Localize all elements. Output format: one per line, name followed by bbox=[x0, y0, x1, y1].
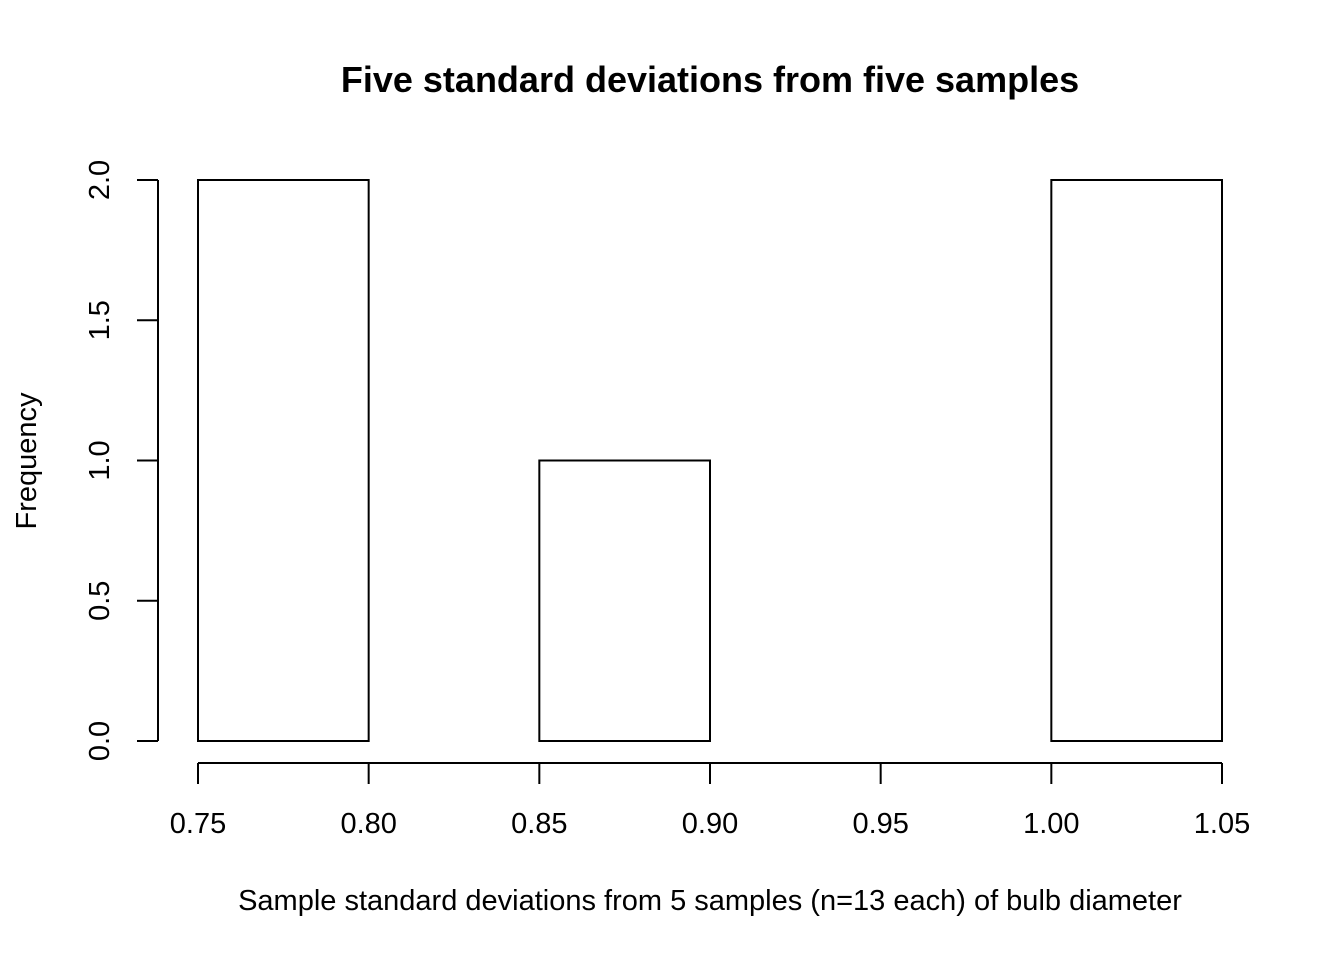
x-tick-label: 0.95 bbox=[852, 808, 908, 840]
x-tick-label: 0.85 bbox=[511, 808, 567, 840]
y-axis-title: Frequency bbox=[11, 392, 43, 530]
bars-layer bbox=[197, 179, 1224, 742]
x-tick-label: 0.75 bbox=[170, 808, 226, 840]
chart-title: Five standard deviations from five sampl… bbox=[341, 59, 1079, 100]
histogram-bar-5 bbox=[1050, 179, 1224, 742]
x-tick-label: 0.80 bbox=[340, 808, 396, 840]
x-tick-label: 1.00 bbox=[1023, 808, 1079, 840]
y-tick-label: 1.0 bbox=[84, 440, 116, 480]
y-tick-label: 0.5 bbox=[84, 581, 116, 621]
x-tick-label: 0.90 bbox=[682, 808, 738, 840]
y-tick-label: 1.5 bbox=[84, 300, 116, 340]
y-tick-label: 2.0 bbox=[84, 160, 116, 200]
histogram-bar-0 bbox=[197, 179, 370, 742]
y-tick-label: 0.0 bbox=[84, 721, 116, 761]
x-axis: 0.75 0.80 0.85 0.90 0.95 1.00 1.05 bbox=[170, 762, 1250, 840]
histogram-bar-2 bbox=[538, 459, 711, 742]
y-axis: 0.0 0.5 1.0 1.5 2.0 bbox=[84, 160, 159, 761]
x-tick-label: 1.05 bbox=[1194, 808, 1250, 840]
x-axis-title: Sample standard deviations from 5 sample… bbox=[238, 885, 1182, 917]
